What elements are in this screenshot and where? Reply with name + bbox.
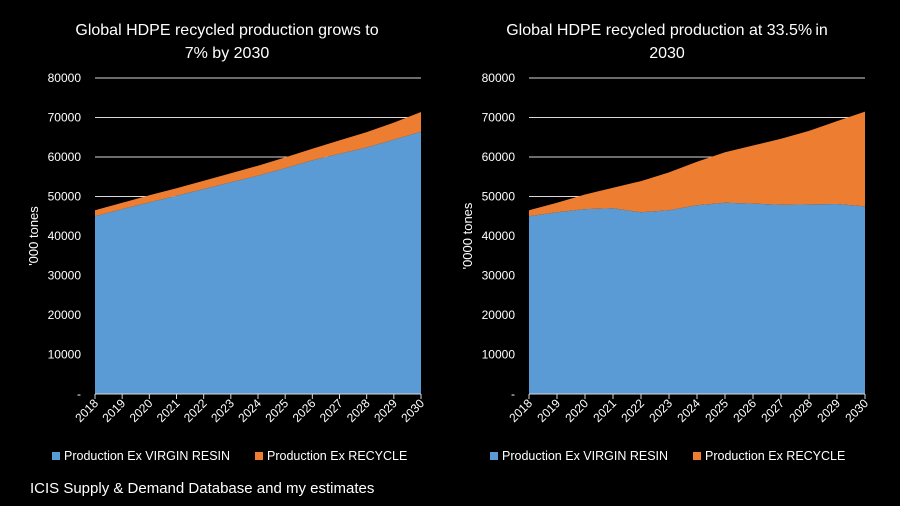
x-tick-label: 2025 [263, 396, 292, 425]
source-note: ICIS Supply & Demand Database and my est… [30, 480, 375, 497]
y-tick-label: - [77, 387, 81, 401]
y-tick-label: 40000 [48, 229, 82, 243]
x-tick-label: 2024 [674, 396, 703, 425]
legend-swatch [490, 452, 498, 460]
y-tick-label: 50000 [48, 190, 82, 204]
y-tick-label: 20000 [482, 308, 516, 322]
y-tick-label: 60000 [482, 150, 516, 164]
x-tick-label: 2019 [534, 396, 563, 425]
x-tick-label: 2027 [317, 396, 346, 425]
chart-right: Global HDPE recycled production at 33.5%… [460, 22, 871, 463]
x-tick-label: 2027 [758, 396, 787, 425]
x-tick-label: 2021 [154, 396, 183, 425]
x-tick-label: 2022 [618, 396, 647, 425]
chart-title-line: Global HDPE recycled production at 33.5%… [506, 22, 828, 39]
x-tick-label: 2021 [590, 396, 619, 425]
legend-swatch [693, 452, 701, 460]
area-recycle [95, 112, 421, 217]
x-tick-label: 2024 [235, 396, 264, 425]
x-tick-label: 2019 [100, 396, 129, 425]
x-tick-label: 2020 [127, 396, 156, 425]
x-tick-label: 2026 [290, 396, 319, 425]
y-tick-label: - [511, 387, 515, 401]
y-tick-label: 30000 [482, 269, 516, 283]
area-recycle [529, 111, 865, 217]
x-tick-label: 2028 [344, 396, 373, 425]
x-tick-label: 2030 [842, 396, 871, 425]
chart-title-line: 7% by 2030 [185, 45, 270, 62]
y-tick-label: 50000 [482, 190, 516, 204]
x-tick-label: 2023 [646, 396, 675, 425]
y-tick-label: 30000 [48, 269, 82, 283]
y-tick-label: 20000 [48, 308, 82, 322]
y-tick-label: 70000 [482, 111, 516, 125]
x-tick-label: 2023 [208, 396, 237, 425]
x-tick-label: 2022 [181, 396, 210, 425]
legend-label: Production Ex VIRGIN RESIN [64, 449, 230, 463]
chart-left: Global HDPE recycled production grows to… [26, 22, 427, 463]
y-tick-label: 40000 [482, 229, 516, 243]
y-tick-label: 80000 [482, 71, 516, 85]
area-virgin-resin [529, 202, 865, 394]
y-tick-label: 70000 [48, 111, 82, 125]
y-axis-label: '0000 tones [460, 202, 475, 269]
legend-label: Production Ex RECYCLE [267, 449, 407, 463]
legend-label: Production Ex RECYCLE [705, 449, 845, 463]
y-tick-label: 10000 [48, 348, 82, 362]
chart-title-line: Global HDPE recycled production grows to [75, 22, 378, 39]
x-tick-label: 2026 [730, 396, 759, 425]
y-tick-label: 80000 [48, 71, 82, 85]
x-tick-label: 2020 [562, 396, 591, 425]
legend-swatch [255, 452, 263, 460]
x-tick-label: 2029 [814, 396, 843, 425]
chart-title-line: 2030 [649, 45, 685, 62]
x-tick-label: 2025 [702, 396, 731, 425]
x-tick-label: 2029 [371, 396, 400, 425]
y-tick-label: 10000 [482, 348, 516, 362]
area-virgin-resin [95, 131, 421, 394]
x-tick-label: 2030 [398, 396, 427, 425]
y-tick-label: 60000 [48, 150, 82, 164]
y-axis-label: '000 tones [26, 206, 41, 266]
legend-label: Production Ex VIRGIN RESIN [502, 449, 668, 463]
legend-swatch [52, 452, 60, 460]
x-tick-label: 2028 [786, 396, 815, 425]
